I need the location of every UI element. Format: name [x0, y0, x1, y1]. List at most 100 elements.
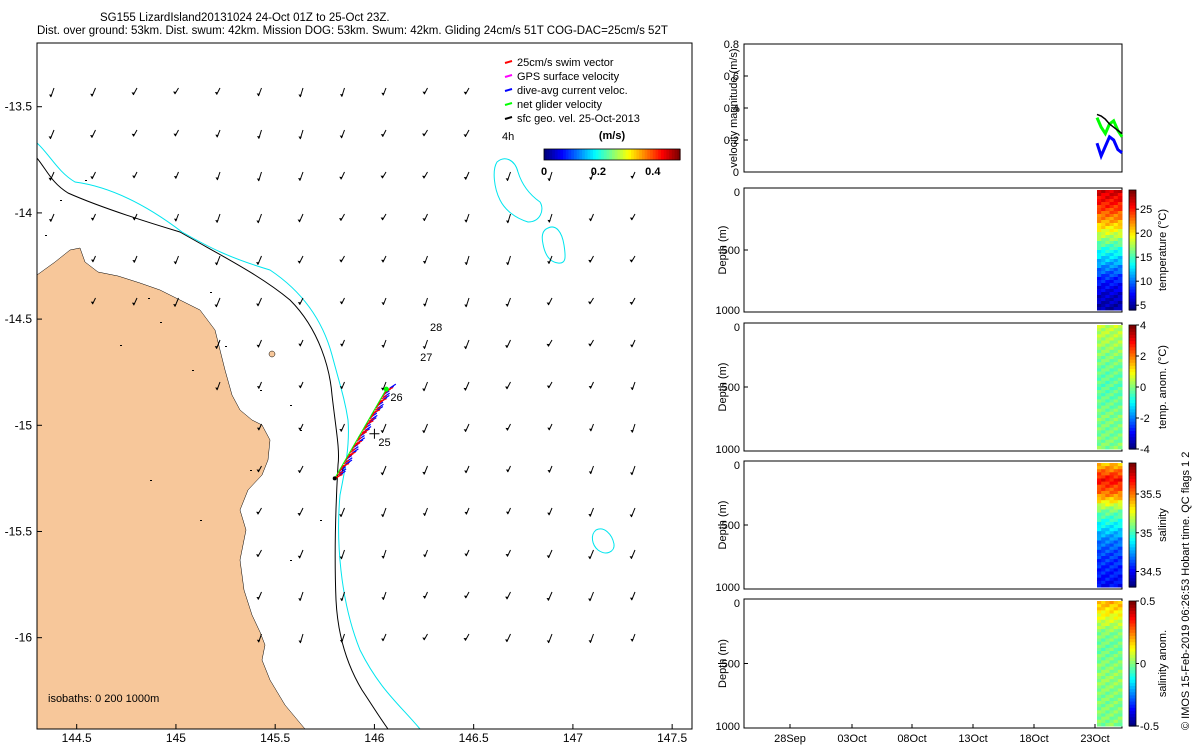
- colorbar-cell: [1129, 701, 1136, 705]
- section-cell: [1117, 701, 1123, 705]
- section-cell: [1105, 390, 1110, 394]
- section-cell: [1097, 619, 1102, 624]
- colorbar-cell: [1129, 571, 1136, 576]
- section-cell: [1109, 469, 1115, 473]
- colorbar-cell: [617, 149, 621, 160]
- section-cell: [1101, 682, 1106, 686]
- section-cell: [1113, 421, 1119, 425]
- dive-avg-current-vector: [352, 448, 359, 454]
- section-cell: [1113, 697, 1119, 702]
- colorbar-tick-label: 35.5: [1140, 489, 1161, 501]
- section-cell: [1101, 676, 1106, 680]
- current-vector-head: [547, 427, 551, 431]
- section-cell: [1113, 405, 1119, 410]
- colorbar-tick-label: 4: [1140, 320, 1146, 332]
- section-cell: [1117, 654, 1123, 658]
- swim-vector: [360, 431, 367, 436]
- colorbar-cell: [1129, 387, 1136, 391]
- section-cell: [1097, 694, 1102, 699]
- current-vector-head: [629, 597, 634, 601]
- colorbar-cell: [625, 149, 629, 160]
- section-cell: [1105, 651, 1110, 655]
- section-cell: [1117, 490, 1123, 495]
- section-cell: [1117, 427, 1123, 431]
- section-cell: [1117, 506, 1123, 510]
- colorbar-cell: [1129, 262, 1136, 266]
- section-cell: [1101, 331, 1106, 335]
- section-cell: [1097, 250, 1102, 254]
- colorbar-cell: [1129, 622, 1136, 627]
- colorbar-cell: [1129, 638, 1136, 643]
- section-cell: [1117, 374, 1123, 379]
- section-cell: [1105, 657, 1110, 661]
- section-cell: [1113, 268, 1119, 272]
- section-cell: [1097, 271, 1102, 275]
- section-cell: [1113, 220, 1119, 224]
- current-vector-head: [588, 640, 592, 644]
- current-vector-head: [90, 259, 95, 263]
- section-cell: [1101, 534, 1106, 538]
- section-cell: [1097, 521, 1102, 526]
- legend-label: dive-avg current veloc.: [517, 85, 628, 97]
- current-vector-head: [132, 260, 136, 263]
- section-cell: [1097, 262, 1102, 266]
- colorbar-cell: [1129, 405, 1136, 410]
- section-cell: [1101, 463, 1106, 467]
- colorbar-cell: [1129, 691, 1136, 696]
- section-cell: [1097, 719, 1102, 724]
- section-cell: [1113, 356, 1119, 360]
- current-vector-head: [463, 346, 468, 350]
- current-vector-head: [339, 135, 343, 139]
- colorbar-cell: [1129, 365, 1136, 369]
- section-cell: [1105, 352, 1110, 357]
- colorbar-label: salinity anom.: [1157, 630, 1169, 697]
- section-cell: [1117, 528, 1123, 532]
- colorbar-frame: [1128, 189, 1137, 311]
- section-cell: [1117, 484, 1123, 489]
- swim-vector: [349, 448, 356, 454]
- colorbar-tick-label: 0: [1140, 382, 1146, 394]
- reef-mark: [300, 430, 302, 431]
- section-cell: [1109, 304, 1115, 308]
- section-cell: [1097, 556, 1102, 560]
- current-vector-head: [256, 220, 260, 224]
- section-cell: [1105, 280, 1110, 284]
- colorbar-cell: [1129, 289, 1136, 293]
- reef-mark: [290, 405, 292, 406]
- section-cell: [1097, 534, 1102, 538]
- colorbar-cell: [1129, 497, 1136, 501]
- section-cell: [1109, 562, 1115, 566]
- section-cell: [1117, 301, 1123, 305]
- section-cell: [1105, 362, 1110, 366]
- reef-mark: [160, 322, 162, 323]
- section-cell: [1113, 301, 1119, 305]
- section-cell: [1105, 396, 1110, 400]
- section-cell: [1101, 657, 1106, 661]
- section-cell: [1113, 380, 1119, 385]
- current-vector-head: [380, 175, 384, 179]
- section-cell: [1113, 295, 1119, 299]
- section-cell: [1101, 298, 1106, 302]
- section-cell: [1113, 430, 1119, 434]
- section-cell: [1097, 265, 1102, 269]
- section-cell: [1113, 478, 1119, 483]
- section-cell: [1113, 469, 1119, 473]
- section-cell: [1117, 211, 1123, 215]
- colorbar-cell: [1129, 540, 1136, 545]
- section-cell: [1117, 229, 1123, 233]
- velocity-series: [1096, 113, 1123, 135]
- section-cell: [1109, 515, 1115, 520]
- section-cell: [1113, 190, 1119, 194]
- section-cell: [1097, 543, 1102, 548]
- current-vector-head: [256, 93, 260, 97]
- section-cell: [1109, 463, 1115, 467]
- section-cell: [1113, 635, 1119, 639]
- section-cell: [1113, 334, 1119, 338]
- current-vector-head: [132, 217, 136, 221]
- colorbar-cell: [1129, 362, 1136, 366]
- section-cell: [1117, 515, 1123, 520]
- current-vector-head: [546, 597, 550, 601]
- section-cell: [1117, 638, 1123, 643]
- colorbar-cell: [1129, 647, 1136, 652]
- swim-vector: [337, 471, 344, 476]
